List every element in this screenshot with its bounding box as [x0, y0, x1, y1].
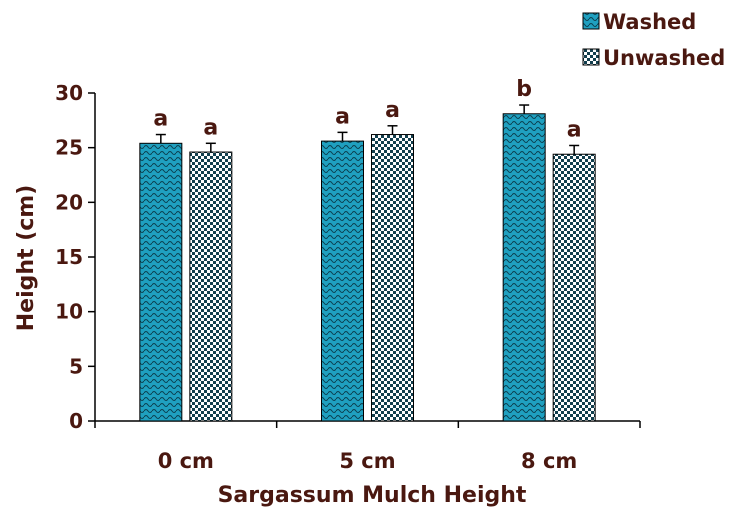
bars: a a a a b a — [139, 77, 596, 422]
y-axis-label: Height (cm) — [14, 185, 39, 332]
x-axis: 0 cm 5 cm 8 cm — [94, 420, 641, 473]
bar-unwashed-1 — [189, 151, 233, 422]
bar-washed-1 — [139, 142, 183, 422]
bar-washed-3 — [502, 113, 546, 422]
legend-swatch-washed — [582, 12, 600, 30]
significance-letter: b — [516, 77, 532, 102]
x-axis-label: Sargassum Mulch Height — [218, 483, 527, 508]
y-tick-label: 15 — [55, 245, 83, 269]
significance-letter: a — [203, 115, 218, 140]
y-tick-label: 0 — [69, 409, 83, 433]
significance-letter: a — [567, 117, 582, 142]
y-tick-label: 10 — [55, 300, 83, 324]
y-tick-label: 5 — [69, 354, 83, 378]
legend-label-unwashed: Unwashed — [603, 46, 725, 70]
y-axis: 0 5 10 15 20 25 30 — [55, 81, 96, 433]
legend-label-washed: Washed — [603, 10, 696, 34]
significance-letter: a — [335, 104, 350, 129]
x-tick-label: 8 cm — [521, 449, 577, 473]
legend: Washed Unwashed — [582, 10, 725, 70]
x-tick-label: 5 cm — [339, 449, 395, 473]
bar-unwashed-3 — [552, 153, 596, 422]
significance-letter: a — [385, 98, 400, 123]
significance-letter: a — [153, 107, 168, 132]
y-tick-label: 20 — [55, 190, 83, 214]
y-tick-label: 30 — [55, 81, 83, 105]
bar-washed-2 — [321, 140, 364, 422]
x-tick-label: 0 cm — [158, 449, 214, 473]
legend-swatch-unwashed — [582, 48, 600, 66]
y-tick-label: 25 — [55, 136, 83, 160]
bar-unwashed-2 — [371, 134, 414, 422]
